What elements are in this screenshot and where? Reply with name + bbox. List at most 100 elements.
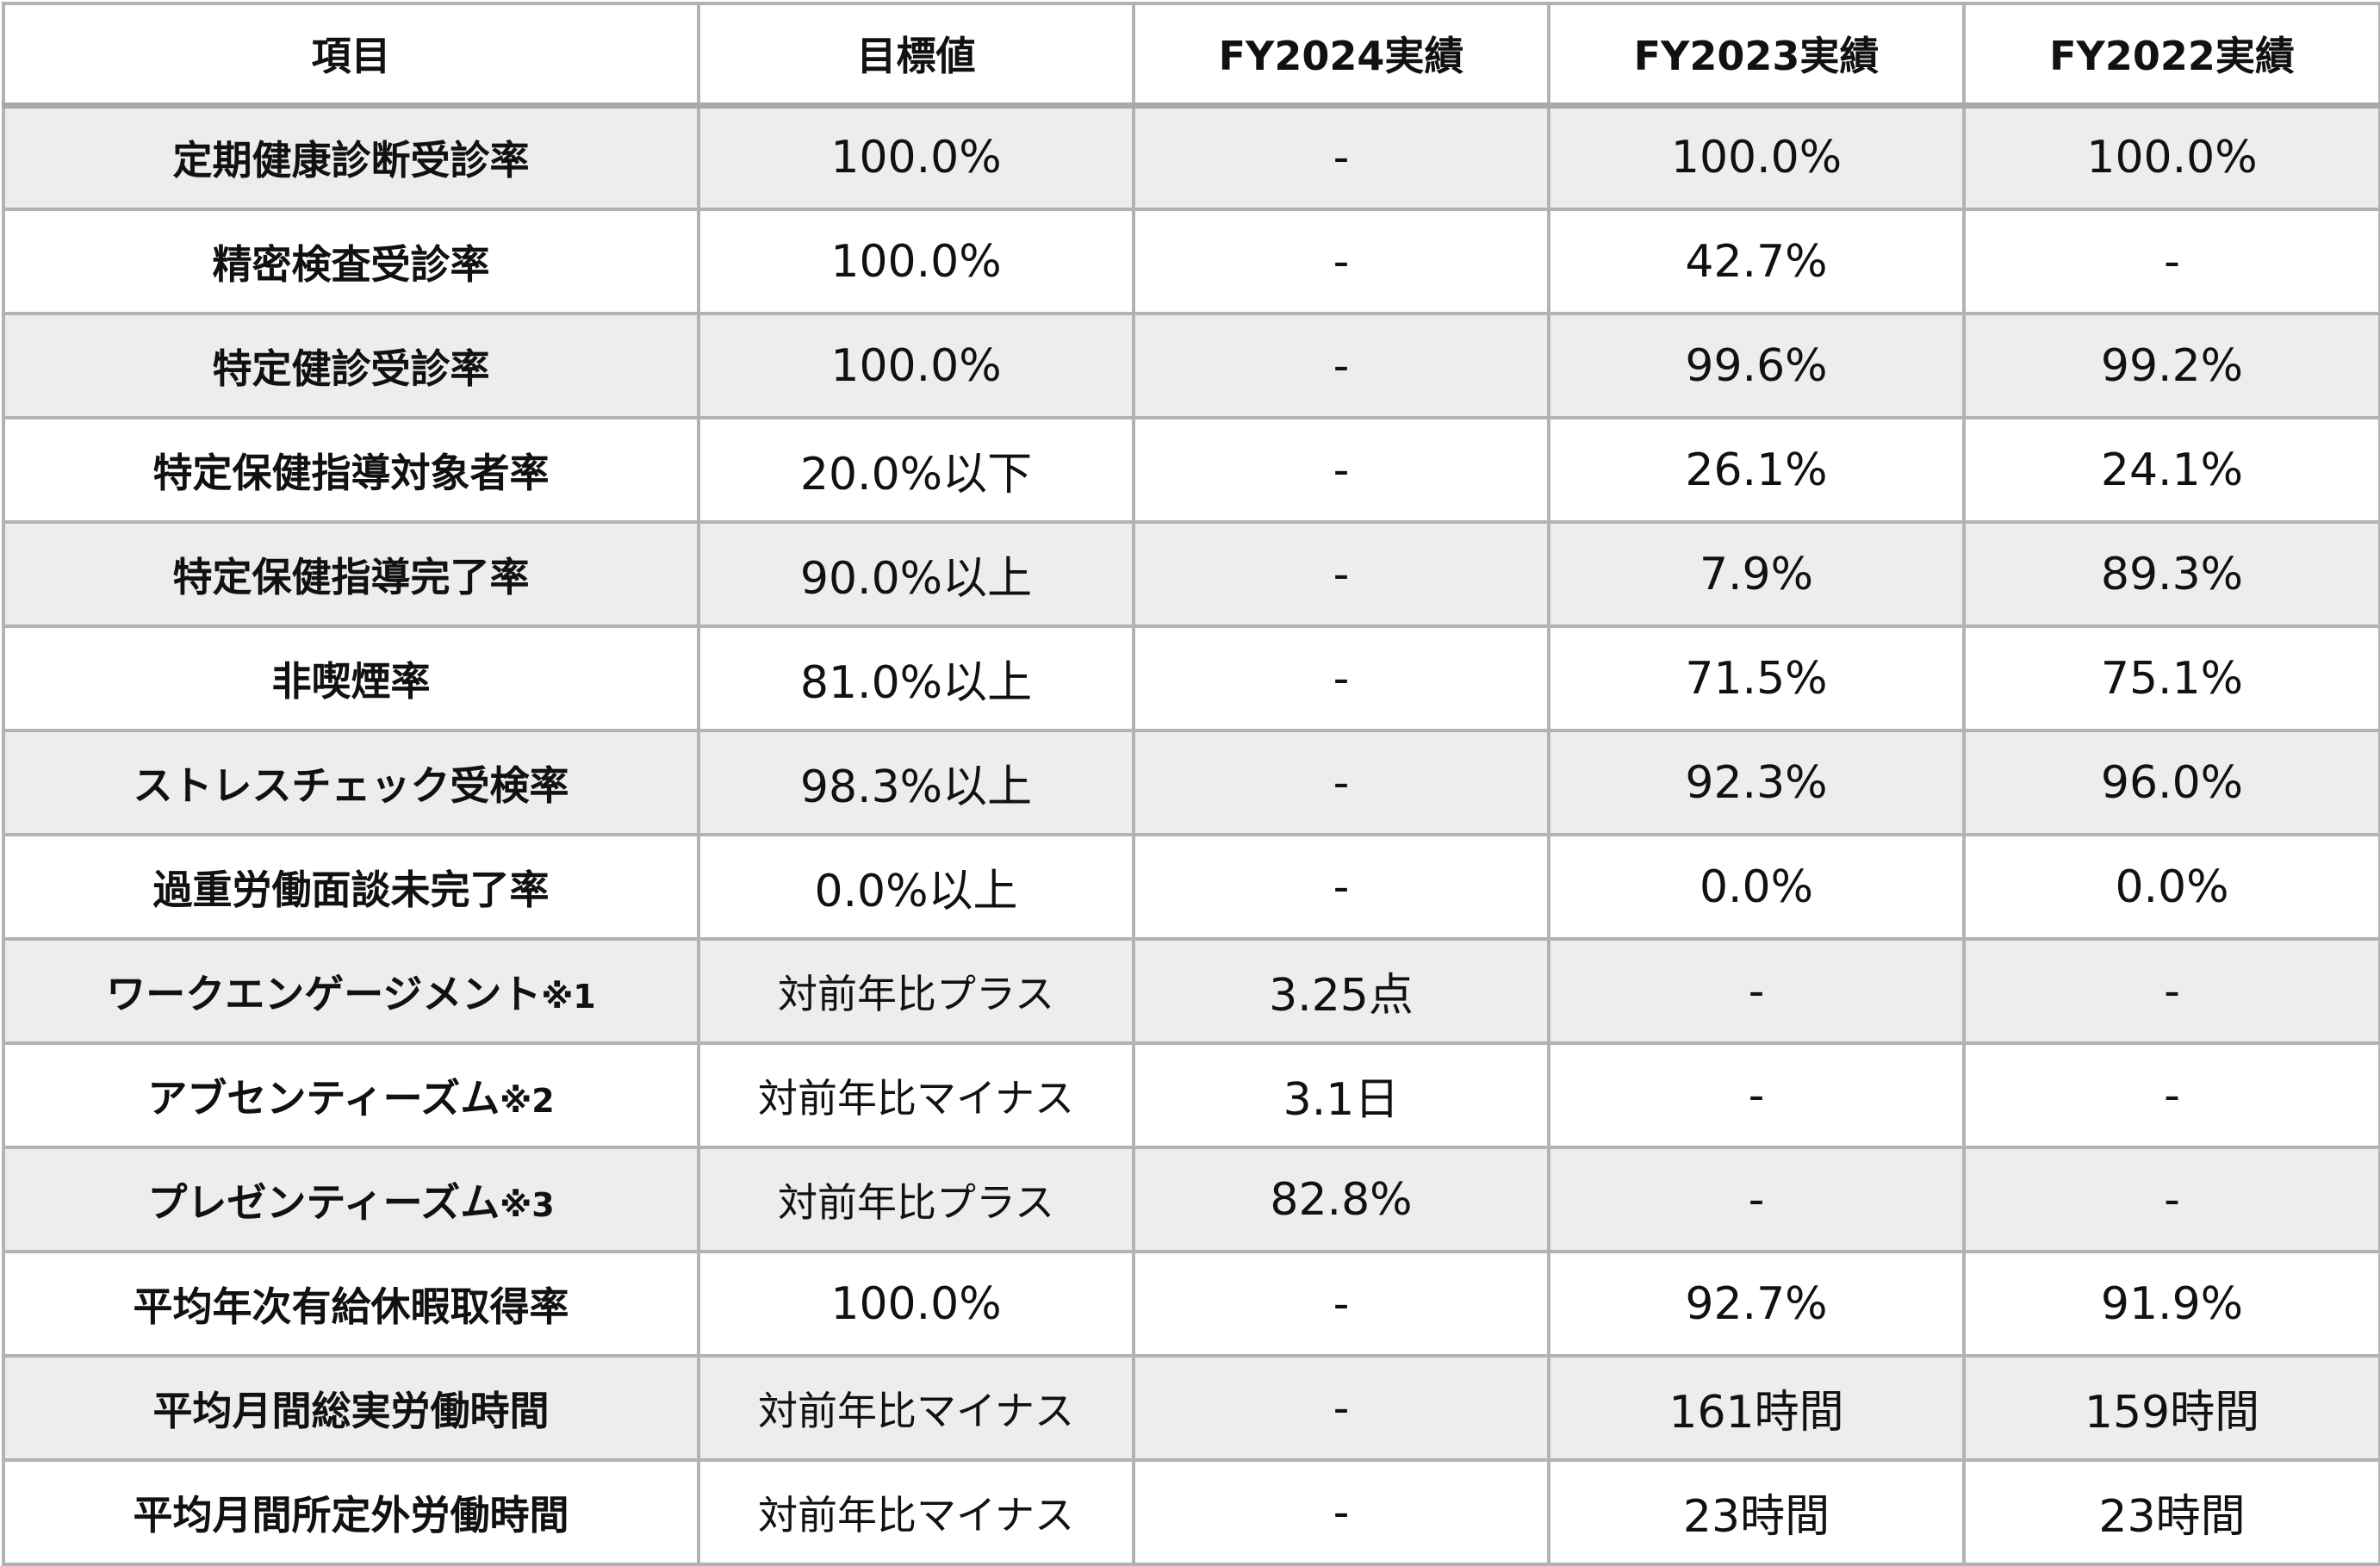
item-name: 特定健診受診率	[212, 345, 490, 392]
fy2024-value-cell: -	[1132, 312, 1550, 419]
fy2024-value-cell: -	[1132, 520, 1550, 628]
fy2024-value-cell: -	[1132, 1250, 1550, 1358]
table-row: 平均月間所定外労働時間 対前年比マイナス - 23時間 23時間	[2, 1458, 2380, 1566]
header-fy2022: FY2022実績	[1962, 2, 2380, 109]
target-value-cell: 対前年比マイナス	[697, 1041, 1135, 1149]
target-value-cell: 98.3%以上	[697, 729, 1135, 836]
header-row: 項目 目標値 FY2024実績 FY2023実績 FY2022実績	[2, 2, 2380, 109]
fy2022-value-cell: 24.1%	[1962, 416, 2380, 524]
item-name: プレゼンティーズム	[147, 1178, 500, 1226]
item-name-cell: 精密検査受診率	[2, 208, 700, 315]
item-name-cell: 過重労働面談未完了率	[2, 833, 700, 941]
fy2024-value-cell: 3.1日	[1132, 1041, 1550, 1149]
item-name: 非喫煙率	[271, 657, 431, 705]
fy2023-value-cell: 23時間	[1547, 1458, 1966, 1566]
table-header: 項目 目標値 FY2024実績 FY2023実績 FY2022実績	[2, 2, 2380, 109]
target-value-cell: 100.0%	[697, 103, 1135, 211]
target-value-cell: 対前年比プラス	[697, 937, 1135, 1045]
item-name-cell: 特定保健指導対象者率	[2, 416, 700, 524]
fy2022-value-cell: 96.0%	[1962, 729, 2380, 836]
table-row: 特定保健指導完了率 90.0%以上 - 7.9% 89.3%	[2, 520, 2380, 628]
item-name: 過重労働面談未完了率	[152, 866, 550, 913]
item-name: 定期健康診断受診率	[172, 137, 530, 184]
table-row: ワークエンゲージメント※1 対前年比プラス 3.25点 - -	[2, 937, 2380, 1045]
item-name-cell: ワークエンゲージメント※1	[2, 937, 700, 1045]
target-value-cell: 0.0%以上	[697, 833, 1135, 941]
table-row: 過重労働面談未完了率 0.0%以上 - 0.0% 0.0%	[2, 833, 2380, 941]
fy2023-value-cell: -	[1547, 937, 1966, 1045]
target-value-cell: 対前年比プラス	[697, 1146, 1135, 1253]
table-body: 定期健康診断受診率 100.0% - 100.0% 100.0% 精密検査受診率…	[2, 103, 2380, 1566]
table-row: 平均年次有給休暇取得率 100.0% - 92.7% 91.9%	[2, 1250, 2380, 1358]
fy2024-value-cell: -	[1132, 1354, 1550, 1462]
target-value-cell: 81.0%以上	[697, 625, 1135, 732]
item-name: 平均月間総実労働時間	[152, 1387, 550, 1434]
fy2022-value-cell: 159時間	[1962, 1354, 2380, 1462]
fy2022-value-cell: 75.1%	[1962, 625, 2380, 732]
table-row: プレゼンティーズム※3 対前年比プラス 82.8% - -	[2, 1146, 2380, 1253]
item-name: アブセンティーズム	[147, 1074, 500, 1122]
table-row: 定期健康診断受診率 100.0% - 100.0% 100.0%	[2, 103, 2380, 211]
header-fy2024: FY2024実績	[1132, 2, 1550, 109]
fy2024-value-cell: -	[1132, 729, 1550, 836]
item-name: 特定保健指導完了率	[172, 553, 530, 600]
fy2024-value-cell: -	[1132, 208, 1550, 315]
fy2023-value-cell: 92.7%	[1547, 1250, 1966, 1358]
fy2022-value-cell: -	[1962, 937, 2380, 1045]
fy2023-value-cell: 99.6%	[1547, 312, 1966, 419]
target-value-cell: 100.0%	[697, 1250, 1135, 1358]
target-value-cell: 100.0%	[697, 208, 1135, 315]
fy2023-value-cell: -	[1547, 1146, 1966, 1253]
table-row: ストレスチェック受検率 98.3%以上 - 92.3% 96.0%	[2, 729, 2380, 836]
fy2022-value-cell: 100.0%	[1962, 103, 2380, 211]
fy2023-value-cell: 100.0%	[1547, 103, 1966, 211]
item-name-cell: プレゼンティーズム※3	[2, 1146, 700, 1253]
item-name-cell: 非喫煙率	[2, 625, 700, 732]
fy2024-value-cell: -	[1132, 1458, 1550, 1566]
fy2022-value-cell: 89.3%	[1962, 520, 2380, 628]
target-value-cell: 100.0%	[697, 312, 1135, 419]
table-row: 精密検査受診率 100.0% - 42.7% -	[2, 208, 2380, 315]
item-name-cell: 特定保健指導完了率	[2, 520, 700, 628]
fy2023-value-cell: 92.3%	[1547, 729, 1966, 836]
table-row: 平均月間総実労働時間 対前年比マイナス - 161時間 159時間	[2, 1354, 2380, 1462]
fy2024-value-cell: -	[1132, 833, 1550, 941]
target-value-cell: 対前年比マイナス	[697, 1354, 1135, 1462]
fy2022-value-cell: 99.2%	[1962, 312, 2380, 419]
fy2022-value-cell: -	[1962, 1041, 2380, 1149]
fy2024-value-cell: -	[1132, 625, 1550, 732]
item-name: 精密検査受診率	[212, 240, 490, 288]
fy2023-value-cell: -	[1547, 1041, 1966, 1149]
table-row: 特定健診受診率 100.0% - 99.6% 99.2%	[2, 312, 2380, 419]
item-name-cell: 定期健康診断受診率	[2, 103, 700, 211]
fy2022-value-cell: -	[1962, 208, 2380, 315]
item-name: 平均年次有給休暇取得率	[133, 1283, 569, 1330]
fy2022-value-cell: 0.0%	[1962, 833, 2380, 941]
fy2024-value-cell: -	[1132, 103, 1550, 211]
fy2023-value-cell: 0.0%	[1547, 833, 1966, 941]
item-name: ストレスチェック受検率	[133, 761, 569, 809]
fy2024-value-cell: 82.8%	[1132, 1146, 1550, 1253]
item-name-cell: 平均年次有給休暇取得率	[2, 1250, 700, 1358]
item-name: 平均月間所定外労働時間	[133, 1491, 569, 1538]
table-row: 非喫煙率 81.0%以上 - 71.5% 75.1%	[2, 625, 2380, 732]
fy2022-value-cell: -	[1962, 1146, 2380, 1253]
item-name-cell: 平均月間所定外労働時間	[2, 1458, 700, 1566]
item-footnote-mark: ※1	[541, 977, 596, 1016]
fy2024-value-cell: -	[1132, 416, 1550, 524]
item-footnote-mark: ※3	[500, 1185, 555, 1224]
item-footnote-mark: ※2	[500, 1081, 555, 1120]
table-row: 特定保健指導対象者率 20.0%以下 - 26.1% 24.1%	[2, 416, 2380, 524]
target-value-cell: 90.0%以上	[697, 520, 1135, 628]
item-name: ワークエンゲージメント	[106, 970, 542, 1017]
fy2022-value-cell: 91.9%	[1962, 1250, 2380, 1358]
fy2024-value-cell: 3.25点	[1132, 937, 1550, 1045]
fy2023-value-cell: 26.1%	[1547, 416, 1966, 524]
fy2022-value-cell: 23時間	[1962, 1458, 2380, 1566]
item-name: 特定保健指導対象者率	[152, 449, 550, 496]
item-name-cell: アブセンティーズム※2	[2, 1041, 700, 1149]
target-value-cell: 20.0%以下	[697, 416, 1135, 524]
item-name-cell: 特定健診受診率	[2, 312, 700, 419]
header-item: 項目	[2, 2, 700, 109]
